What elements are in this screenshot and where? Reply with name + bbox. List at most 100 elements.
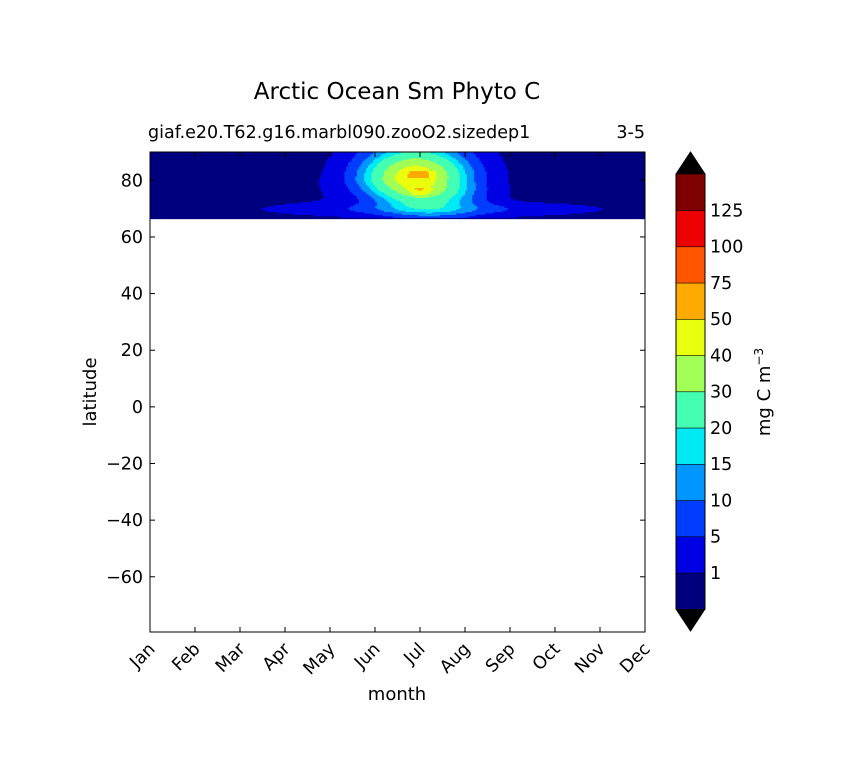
contour-cell [349, 208, 381, 211]
contour-cell [418, 164, 443, 167]
contour-cell [459, 198, 473, 201]
y-axis: 80 60 40 20 0 −20 −40 −60 [106, 171, 645, 588]
contour-cell [432, 188, 446, 191]
contour-cell [506, 163, 645, 166]
contour-cell [398, 160, 434, 163]
contour-cell [524, 200, 645, 203]
contour-cell [378, 188, 394, 191]
contour-cell [364, 177, 372, 180]
contour-cell [344, 181, 358, 184]
contour-cell [360, 164, 369, 167]
contour-cell [274, 204, 354, 207]
contour-cell [465, 168, 475, 172]
contour-cell [429, 167, 444, 170]
contour-cell [355, 176, 365, 179]
contour-cell [150, 195, 326, 198]
contour-cell [299, 201, 360, 204]
contour-cell [486, 178, 509, 181]
contour-cell [447, 170, 459, 173]
contour-cell [432, 184, 448, 187]
contour-cell [360, 187, 371, 190]
contour-cell [418, 214, 441, 217]
contour-cell [474, 190, 488, 193]
contour-cell [479, 159, 504, 162]
contour-cell [366, 157, 376, 160]
contour-cell [430, 152, 446, 155]
contour-cell [150, 177, 320, 180]
contour-cell [409, 171, 430, 174]
contour-cell [321, 174, 345, 177]
colorbar-tick-label: 30 [710, 383, 732, 403]
contour-cell [475, 208, 507, 211]
contour-cell [391, 204, 407, 207]
contour-cell [357, 173, 365, 176]
contour-cell [344, 177, 356, 180]
contour-cell [150, 210, 268, 213]
contour-cell [373, 159, 383, 162]
contour-cell [486, 198, 516, 201]
contour-cell [466, 177, 475, 180]
contour-cell [150, 204, 275, 207]
contour-cell [443, 156, 453, 159]
colorbar-label-main: mg C m [754, 366, 775, 437]
contour-cell [324, 166, 347, 169]
contour-cell [384, 170, 399, 173]
contour-cell [459, 207, 479, 210]
contour-cell [436, 177, 448, 180]
contour-cell [382, 176, 396, 179]
contour-cell [510, 187, 645, 190]
contour-cell [400, 200, 450, 203]
contour-cell [445, 168, 459, 172]
contour-cell [409, 170, 428, 173]
contour-cell [407, 173, 430, 176]
contour-cell [493, 211, 587, 214]
colorbar-outline [675, 151, 706, 632]
y-tick-label: 60 [121, 228, 143, 248]
contour-cell [481, 161, 506, 164]
contour-cell [434, 183, 448, 186]
y-tick-label: −60 [106, 568, 143, 588]
contour-cell [357, 152, 374, 155]
contour-cell [447, 183, 461, 186]
contour-cell [150, 166, 326, 169]
contour-cell [358, 198, 376, 201]
contour-cell [443, 167, 459, 170]
contour-cell [376, 187, 392, 190]
contour-cell [389, 201, 403, 204]
contour-cell [474, 170, 488, 173]
contour-cell [357, 197, 374, 200]
contour-cell [321, 173, 345, 176]
contour-cell [331, 152, 358, 155]
contour-cell [486, 184, 511, 187]
contour-cell [324, 164, 349, 167]
contour-cell [396, 190, 410, 193]
contour-cell [445, 204, 461, 207]
x-tick-label: Jan [126, 639, 160, 673]
contour-cell [393, 197, 452, 200]
contour-cell [375, 191, 385, 194]
contour-cell [436, 161, 453, 164]
contour-cell [150, 152, 333, 155]
contour-cell [412, 164, 419, 167]
contour-cell [459, 161, 470, 164]
contour-cell [459, 184, 468, 187]
contour-cell [349, 190, 365, 193]
contour-cell [459, 185, 468, 188]
contour-cell [376, 204, 392, 207]
contour-cell [477, 207, 509, 210]
contour-cell [375, 200, 389, 203]
colorbar-swatch [675, 318, 706, 356]
contour-cell [150, 200, 313, 203]
contour-cell [511, 197, 645, 200]
contour-cell [398, 208, 457, 211]
contour-cell [150, 171, 322, 174]
contour-cell [321, 188, 351, 191]
contour-cell [150, 156, 329, 159]
contour-cell [385, 152, 401, 155]
contour-cell [367, 184, 376, 187]
colorbar-swatch [675, 499, 706, 538]
contour-cell [448, 153, 461, 156]
contour-cell [387, 200, 401, 203]
contour-cell [423, 187, 435, 190]
